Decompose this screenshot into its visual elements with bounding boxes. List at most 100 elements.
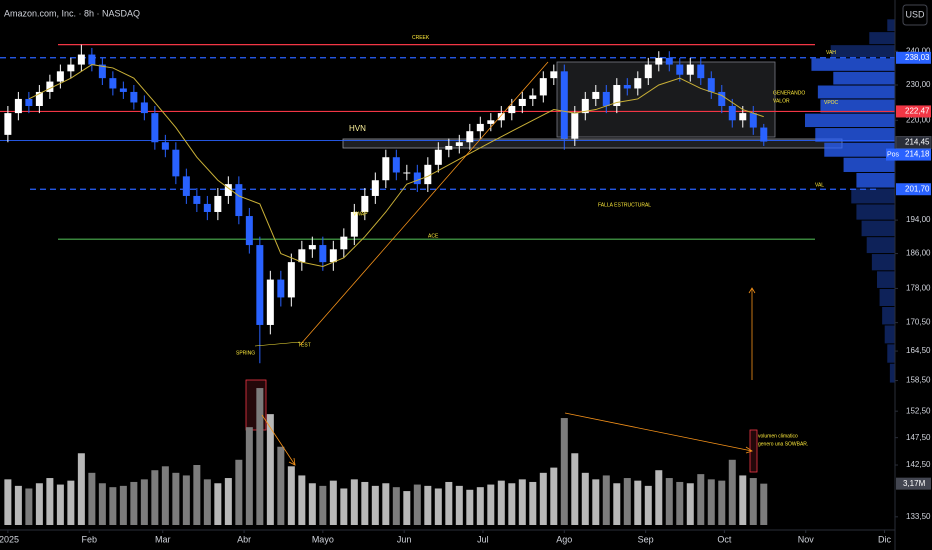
vwap-line — [28, 64, 764, 267]
volume-bar — [676, 481, 684, 525]
candle-body — [277, 279, 285, 298]
volume-bar — [718, 480, 726, 525]
volume-bar — [581, 472, 589, 525]
candle-body — [424, 164, 432, 185]
y-tick-label: 194,00 — [906, 215, 931, 224]
x-tick-label: Sep — [638, 534, 654, 544]
x-tick-label: Nov — [798, 534, 815, 544]
y-tick-label: 147,50 — [906, 433, 931, 442]
candle-body — [560, 71, 568, 139]
x-tick-label: Mar — [155, 534, 171, 544]
volume-profile-bar — [884, 325, 895, 344]
candle-body — [98, 64, 106, 79]
volume-bar — [35, 483, 43, 525]
currency[interactable]: USD — [905, 9, 925, 19]
volume-bar — [319, 485, 327, 525]
currency-box[interactable] — [902, 4, 928, 26]
volume-profile-bar — [811, 58, 895, 71]
price-tag — [895, 136, 932, 150]
volume-profile-bar — [887, 344, 895, 363]
level-label: VAL — [815, 183, 824, 189]
y-tick-label: 240,00 — [906, 46, 931, 55]
candle-body — [613, 85, 621, 106]
volume-bar — [266, 414, 274, 525]
candle-body — [571, 113, 579, 139]
x-tick-label: Dic — [878, 534, 891, 544]
volume-bar — [550, 467, 558, 525]
volume-bar — [235, 459, 243, 525]
candle-body — [235, 184, 243, 217]
volume-bar — [424, 485, 432, 525]
volume-profile-bar — [856, 172, 895, 188]
price-tag — [896, 183, 931, 196]
volume-bar — [434, 488, 442, 525]
volume-profile-bar — [851, 188, 895, 204]
volume-profile-bar — [843, 157, 895, 172]
candle-body — [581, 98, 589, 114]
volume-bar — [67, 480, 75, 525]
volume-bar — [665, 478, 673, 525]
candle-body — [161, 142, 169, 150]
y-tick-label: 142,50 — [906, 460, 931, 469]
candle-body — [644, 64, 652, 79]
candle-body — [686, 64, 694, 75]
volume-bar — [14, 485, 22, 525]
volume-bar — [130, 481, 138, 525]
candle-body — [760, 127, 768, 142]
candle-body — [140, 102, 148, 114]
arrow — [564, 412, 753, 452]
volume-bar — [392, 487, 400, 525]
volume-profile-bar — [861, 220, 895, 237]
volume-bar — [455, 485, 463, 525]
volume-profile-bar — [820, 99, 895, 113]
candle-body — [329, 249, 337, 263]
volume-profile-bar — [817, 85, 895, 99]
y-tick-label: 152,50 — [906, 406, 931, 415]
candle-body — [392, 157, 400, 173]
price-axis-panel — [895, 0, 932, 550]
candle-body — [245, 216, 253, 246]
candle-body — [182, 176, 190, 196]
volume-profile-bar — [877, 271, 895, 288]
price-tag — [896, 148, 931, 161]
arrow-head — [748, 287, 756, 294]
candle-body — [340, 236, 348, 250]
volume-bar — [371, 485, 379, 525]
price-tag-label: 201,70 — [905, 184, 930, 193]
candle-body — [319, 245, 327, 263]
volume-bar — [119, 485, 127, 525]
volume-bar — [224, 478, 232, 525]
candle-body — [739, 113, 747, 121]
candle-body — [634, 78, 642, 89]
candle-body — [665, 57, 673, 65]
candle-body — [203, 203, 211, 212]
volume-bar — [539, 472, 547, 525]
level-label: CREEK — [412, 35, 430, 41]
x-tick-label: Ago — [556, 534, 572, 544]
volume-bar — [613, 483, 621, 525]
volume-bar — [25, 488, 33, 525]
volume-profile-bar — [824, 142, 895, 157]
volume-bar — [707, 479, 715, 525]
drawing-layer: CREEK VAH VPOC VAL ACE HVN VWAP SPRING TEST GENER… — [236, 35, 839, 466]
candle-body — [151, 113, 159, 143]
candle-body — [193, 195, 201, 204]
candle-body — [403, 172, 411, 174]
y-tick-label: 170,50 — [906, 318, 931, 327]
volume-bar — [214, 483, 222, 525]
candle-body — [718, 91, 726, 106]
candle-body — [508, 105, 516, 114]
volume-bar — [203, 479, 211, 525]
annotation: VALOR — [773, 98, 790, 104]
x-tick-label: 2025 — [0, 534, 19, 544]
volume-tag — [896, 477, 931, 490]
volume-profile-bar — [815, 128, 895, 142]
candle-body — [476, 123, 484, 132]
candle-body — [550, 71, 558, 79]
volume-bar — [728, 459, 736, 525]
arrow-head — [745, 446, 753, 454]
volume-profile-bar — [887, 19, 895, 32]
candle-body — [413, 172, 421, 185]
volume-profile-bar — [869, 32, 895, 45]
candle-body — [676, 64, 684, 75]
